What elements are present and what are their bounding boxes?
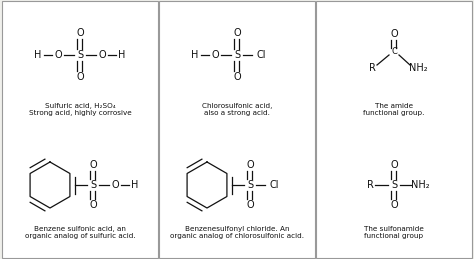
Text: NH₂: NH₂ (410, 180, 429, 190)
Text: R: R (366, 180, 374, 190)
Text: S: S (391, 180, 397, 190)
Text: S: S (90, 180, 96, 190)
Text: O: O (76, 28, 84, 38)
Text: NH₂: NH₂ (409, 63, 428, 73)
Text: H: H (118, 50, 126, 60)
Text: O: O (390, 29, 398, 39)
Text: O: O (390, 160, 398, 170)
Text: S: S (247, 180, 253, 190)
Text: S: S (234, 50, 240, 60)
FancyBboxPatch shape (316, 1, 472, 258)
Text: Benzenesulfonyl chloride. An
organic analog of chlorosulfonic acid.: Benzenesulfonyl chloride. An organic ana… (170, 226, 304, 239)
Text: O: O (246, 160, 254, 170)
Text: H: H (131, 180, 139, 190)
Text: O: O (98, 50, 106, 60)
FancyBboxPatch shape (159, 1, 315, 258)
Text: Cl: Cl (256, 50, 266, 60)
Text: The amide
functional group.: The amide functional group. (363, 103, 425, 116)
Text: O: O (89, 200, 97, 210)
Text: O: O (211, 50, 219, 60)
Text: O: O (76, 72, 84, 82)
Text: O: O (390, 200, 398, 210)
Text: O: O (89, 160, 97, 170)
Text: O: O (111, 180, 119, 190)
Text: C: C (391, 47, 397, 56)
Text: Sulfuric acid, H₂SO₄
Strong acid, highly corrosive: Sulfuric acid, H₂SO₄ Strong acid, highly… (28, 103, 131, 116)
FancyBboxPatch shape (2, 1, 158, 258)
Text: H: H (34, 50, 42, 60)
Text: O: O (233, 72, 241, 82)
Text: O: O (54, 50, 62, 60)
Text: Chlorosulfonic acid,
also a strong acid.: Chlorosulfonic acid, also a strong acid. (202, 103, 272, 116)
Text: Benzene sulfonic acid, an
organic analog of sulfuric acid.: Benzene sulfonic acid, an organic analog… (25, 226, 135, 239)
Text: O: O (233, 28, 241, 38)
Text: R: R (369, 63, 375, 73)
Text: The sulfonamide
functional group: The sulfonamide functional group (364, 226, 424, 239)
Text: O: O (246, 200, 254, 210)
Text: Cl: Cl (269, 180, 279, 190)
Text: H: H (191, 50, 199, 60)
Text: S: S (77, 50, 83, 60)
